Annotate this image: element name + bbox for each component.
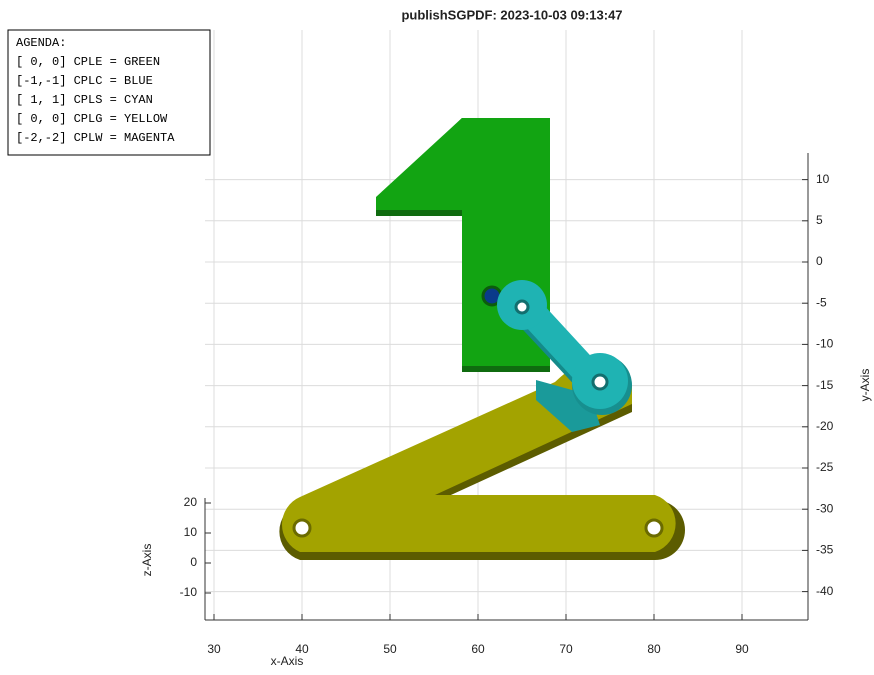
title: publishSGPDF: 2023-10-03 09:13:47 [401,7,622,22]
y-tick-label: 10 [816,172,830,186]
y-axis-label: y-Axis [858,369,872,402]
z-axis-label: z-Axis [140,544,154,577]
chart: publishSGPDF: 2023-10-03 09:13:47 x-Axis… [0,0,874,675]
agenda-line: [ 1, 1] CPLS = CYAN [16,93,153,107]
z-tick-label: -10 [180,585,198,599]
z-tick-label: 20 [184,495,198,509]
y-tick-label: -25 [816,460,834,474]
x-tick-label: 70 [559,642,573,656]
y-tick-label: -35 [816,543,834,557]
z-tick-label: 0 [190,555,197,569]
y-tick-label: -15 [816,378,834,392]
x-tick-label: 50 [383,642,397,656]
agenda-line: AGENDA: [16,36,66,50]
hole [516,301,528,313]
agenda-line: [-1,-1] CPLC = BLUE [16,74,153,88]
y-tick-label: -40 [816,584,834,598]
x-tick-label: 80 [647,642,661,656]
y-tick-label: -20 [816,419,834,433]
y-tick-label: -5 [816,295,827,309]
x-tick-label: 90 [735,642,749,656]
y-tick-label: 0 [816,254,823,268]
x-tick-label: 60 [471,642,485,656]
agenda-line: [ 0, 0] CPLE = GREEN [16,55,160,69]
hole [646,520,662,536]
hole [593,375,607,389]
agenda-line: [ 0, 0] CPLG = YELLOW [16,112,168,126]
x-tick-label: 30 [207,642,221,656]
model [279,118,685,560]
hole [294,520,310,536]
x-tick-label: 40 [295,642,309,656]
y-tick-label: -10 [816,337,834,351]
y-tick-label: 5 [816,213,823,227]
agenda-line: [-2,-2] CPLW = MAGENTA [16,131,175,145]
y-tick-label: -30 [816,501,834,515]
x-axis-label: x-Axis [271,654,304,668]
z-tick-label: 10 [184,525,198,539]
